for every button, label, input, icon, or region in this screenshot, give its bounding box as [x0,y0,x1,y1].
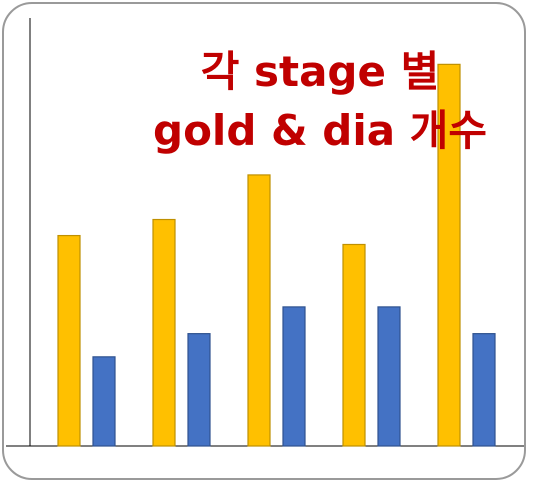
bar-series1-category5 [437,63,461,447]
bar-series1-category3 [247,174,271,447]
bar-series2-category5 [472,333,496,447]
chart-title-line-2: gold & dia 개수 [153,106,487,155]
bars-group [57,63,496,447]
bar-series2-category1 [92,356,116,447]
bar-series1-category1 [57,234,81,447]
bar-series1-category2 [152,218,176,447]
chart-title-line-1: 각 stage 별 [201,47,440,96]
bar-series2-category3 [282,306,306,447]
bar-series2-category2 [187,333,211,447]
bar-series2-category4 [377,306,401,447]
bar-series1-category4 [342,243,366,447]
